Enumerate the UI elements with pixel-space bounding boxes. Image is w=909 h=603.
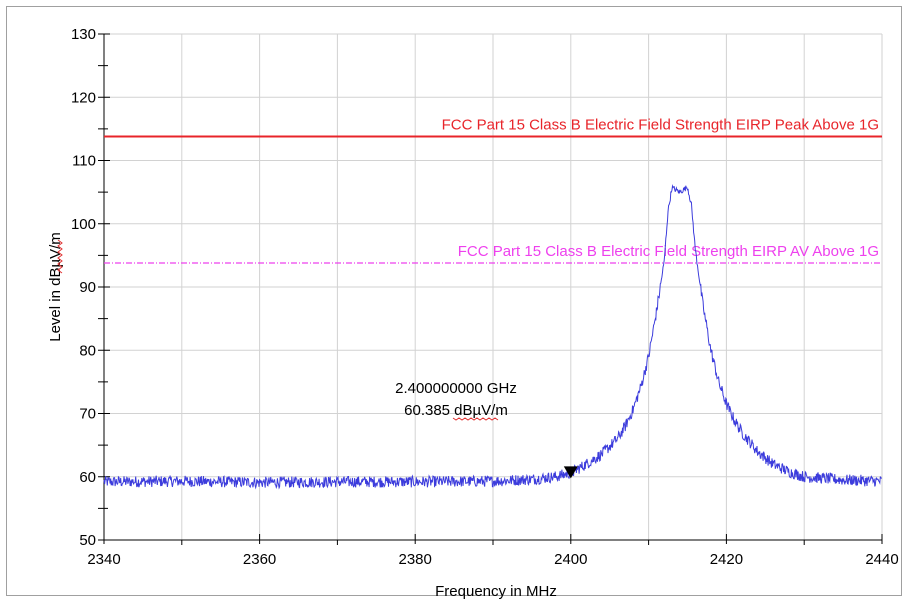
marker-frequency-label: 2.400000000 GHz <box>395 380 517 397</box>
y-tick-label: 90 <box>79 279 96 296</box>
spellcheck-underline <box>452 417 499 421</box>
spellcheck-underline <box>57 239 63 274</box>
y-tick-label: 130 <box>71 26 96 43</box>
average-limit-label: FCC Part 15 Class B Electric Field Stren… <box>458 243 879 260</box>
peak-limit-label: FCC Part 15 Class B Electric Field Stren… <box>442 116 879 133</box>
y-tick-label: 70 <box>79 406 96 423</box>
x-tick-label: 2360 <box>243 551 276 568</box>
y-tick-label: 110 <box>72 153 96 170</box>
x-tick-label: 2440 <box>865 551 898 568</box>
y-tick-label: 100 <box>71 216 96 233</box>
x-tick-label: 2400 <box>554 551 587 568</box>
y-tick-label: 60 <box>79 469 96 486</box>
y-tick-label: 120 <box>71 89 96 106</box>
measurement-trace <box>103 184 883 490</box>
x-tick-label: 2420 <box>710 551 743 568</box>
x-tick-label: 2380 <box>399 551 432 568</box>
x-axis-label: Frequency in MHz <box>435 583 557 600</box>
marker-triangle[interactable] <box>563 466 578 479</box>
x-tick-label: 2340 <box>87 551 120 568</box>
y-tick-label: 80 <box>79 342 96 359</box>
marker-level-label: 60.385 dBµV/m <box>404 402 508 419</box>
y-tick-label: 50 <box>79 532 96 549</box>
